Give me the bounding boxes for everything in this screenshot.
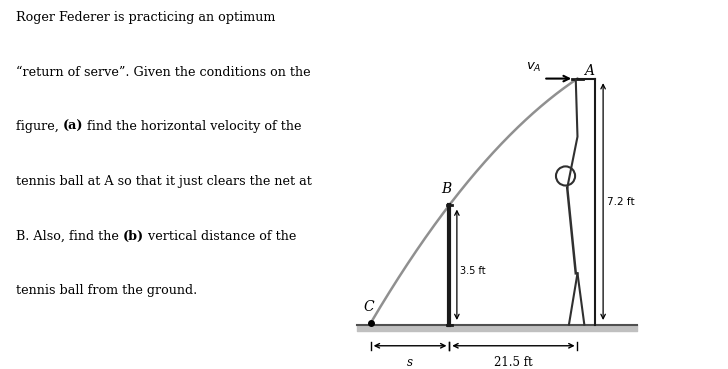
Text: tennis ball at A so that it just clears the net at: tennis ball at A so that it just clears …: [16, 175, 312, 188]
Text: tennis ball from the ground.: tennis ball from the ground.: [16, 284, 197, 297]
Text: Roger Federer is practicing an optimum: Roger Federer is practicing an optimum: [16, 11, 275, 24]
Text: C: C: [364, 300, 374, 314]
Text: find the horizontal velocity of the: find the horizontal velocity of the: [83, 120, 302, 133]
Text: “return of serve”. Given the conditions on the: “return of serve”. Given the conditions …: [16, 66, 311, 79]
Text: (b): (b): [123, 230, 144, 242]
Text: B: B: [441, 182, 451, 196]
Text: (a): (a): [63, 120, 83, 133]
Text: 3.5 ft: 3.5 ft: [459, 266, 486, 276]
Text: figure,: figure,: [16, 120, 63, 133]
Text: A: A: [584, 64, 593, 78]
Text: 21.5 ft: 21.5 ft: [494, 356, 533, 369]
Text: vertical distance of the: vertical distance of the: [144, 230, 296, 242]
Text: 7.2 ft: 7.2 ft: [606, 197, 634, 207]
Text: s: s: [407, 356, 413, 369]
Text: $v_A$: $v_A$: [526, 61, 542, 74]
Text: B. Also, find the: B. Also, find the: [16, 230, 123, 242]
